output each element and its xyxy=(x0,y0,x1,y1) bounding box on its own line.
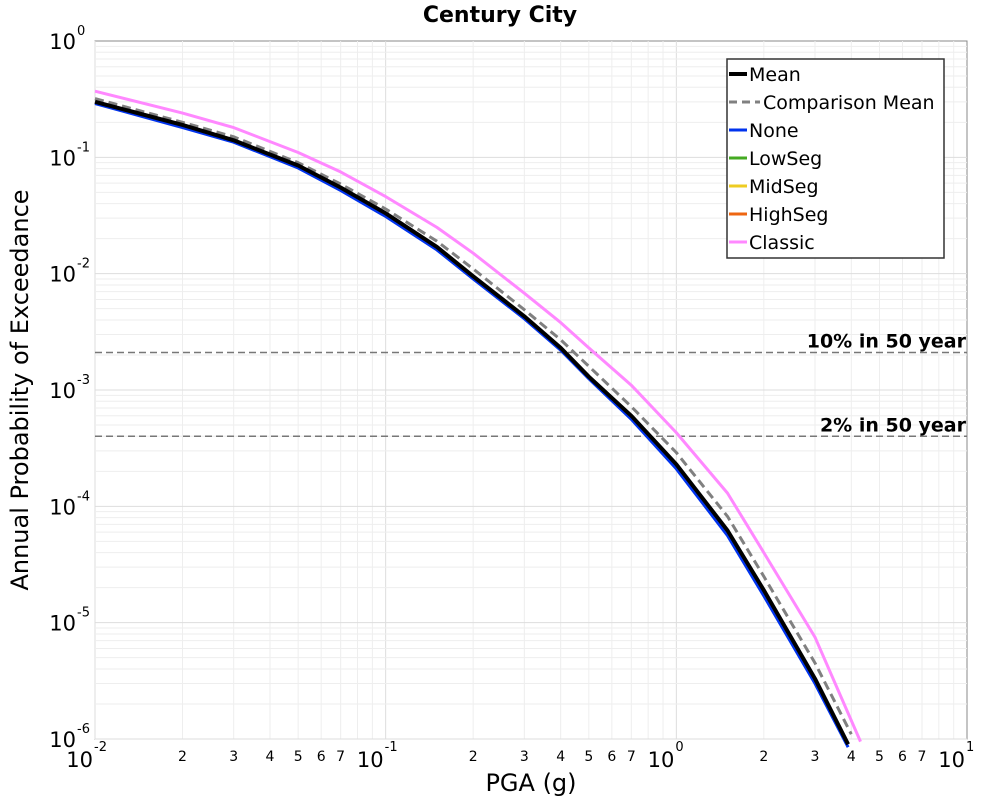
reference-line-label: 2% in 50 year xyxy=(820,414,967,436)
legend-label: HighSeg xyxy=(749,204,828,226)
y-tick-exp: 0 xyxy=(77,24,85,39)
legend-items: Mean Comparison Mean None LowSeg MidSeg HighS… xyxy=(729,64,935,254)
x-axis-label: PGA (g) xyxy=(485,769,576,797)
y-tick-exp: -5 xyxy=(77,606,90,621)
x-tick-label: 10-1 xyxy=(357,740,398,772)
reference-lines: 10% in 50 year 2% in 50 year xyxy=(95,331,967,438)
x-minor-tick-label: 3 xyxy=(811,749,820,765)
y-tick-base: 10 xyxy=(49,728,76,752)
y-tick-label: 10 -1 xyxy=(49,140,90,170)
series-line-mean xyxy=(94,99,850,746)
x-minor-tick-label: 7 xyxy=(336,749,345,765)
x-minor-tick-label: 6 xyxy=(898,749,907,765)
x-tick-base: 10 xyxy=(66,748,93,772)
y-tick-base: 10 xyxy=(49,146,76,170)
x-tick-base: 10 xyxy=(938,748,965,772)
legend-item: MidSeg xyxy=(729,176,819,198)
grid xyxy=(94,41,967,740)
reference-line-label: 10% in 50 year xyxy=(807,331,967,353)
x-tick-exp: -1 xyxy=(385,740,398,755)
legend-box xyxy=(726,58,945,259)
x-minor-tick-label: 5 xyxy=(584,749,593,765)
x-minor-tick-label: 2 xyxy=(469,749,478,765)
series-line-comparison-mean xyxy=(94,97,853,735)
legend-label: Classic xyxy=(749,232,815,254)
legend-label: LowSeg xyxy=(749,148,822,170)
y-tick-label: 10 -6 xyxy=(49,722,90,752)
legend-item: LowSeg xyxy=(729,148,822,170)
legend-label: MidSeg xyxy=(749,176,819,198)
x-tick-exp: 0 xyxy=(675,740,683,755)
legend-label: Mean xyxy=(749,64,801,86)
y-tick-label: 10 -5 xyxy=(49,606,90,636)
legend-item: None xyxy=(729,120,799,142)
x-tick-exp: 1 xyxy=(966,740,974,755)
x-minor-tick-label: 2 xyxy=(178,749,187,765)
x-tick-label: 100 xyxy=(648,740,684,772)
y-tick-label: 10 0 xyxy=(49,24,85,54)
x-tick-label: 101 xyxy=(938,740,974,772)
x-minor-tick-label: 3 xyxy=(229,749,238,765)
chart-title: Century City xyxy=(423,3,577,28)
legend-item: Classic xyxy=(729,232,815,254)
y-tick-label: 10 -4 xyxy=(49,489,90,519)
legend: Mean Comparison Mean None LowSeg MidSeg HighS… xyxy=(726,58,945,259)
x-minor-tick-label: 7 xyxy=(918,749,927,765)
legend-item: Comparison Mean xyxy=(729,92,935,114)
y-tick-base: 10 xyxy=(49,495,76,519)
series-line-classic xyxy=(94,89,862,743)
y-axis-label: Annual Probability of Exceedance xyxy=(6,189,34,590)
y-tick-base: 10 xyxy=(49,612,76,636)
legend-item: Mean xyxy=(729,64,801,86)
x-minor-tick-label: 4 xyxy=(266,749,275,765)
x-minor-tick-label: 5 xyxy=(875,749,884,765)
x-tick-label: 10-2 xyxy=(66,740,107,772)
x-minor-tick-label: 4 xyxy=(847,749,856,765)
x-minor-tick-label: 2 xyxy=(759,749,768,765)
y-tick-exp: -3 xyxy=(77,373,90,388)
y-tick-base: 10 xyxy=(49,263,76,287)
y-tick-exp: -2 xyxy=(77,257,90,272)
y-tick-exp: -4 xyxy=(77,489,90,504)
y-tick-exp: -6 xyxy=(77,722,90,737)
x-minor-tick-label: 4 xyxy=(556,749,565,765)
legend-label: Comparison Mean xyxy=(763,92,935,114)
y-tick-base: 10 xyxy=(49,30,76,54)
x-minor-tick-label: 3 xyxy=(520,749,529,765)
y-tick-exp: -1 xyxy=(77,140,90,155)
x-minor-tick-label: 7 xyxy=(627,749,636,765)
y-tick-label: 10 -3 xyxy=(49,373,90,403)
x-tick-exp: -2 xyxy=(94,740,107,755)
x-minor-tick-label: 6 xyxy=(607,749,616,765)
x-minor-tick-label: 6 xyxy=(317,749,326,765)
series-layer xyxy=(94,89,862,748)
legend-item: HighSeg xyxy=(729,204,828,226)
y-tick-label: 10 -2 xyxy=(49,257,90,287)
y-tick-base: 10 xyxy=(49,379,76,403)
x-tick-base: 10 xyxy=(357,748,384,772)
x-minor-tick-label: 5 xyxy=(294,749,303,765)
x-tick-base: 10 xyxy=(648,748,675,772)
legend-label: None xyxy=(749,120,799,142)
